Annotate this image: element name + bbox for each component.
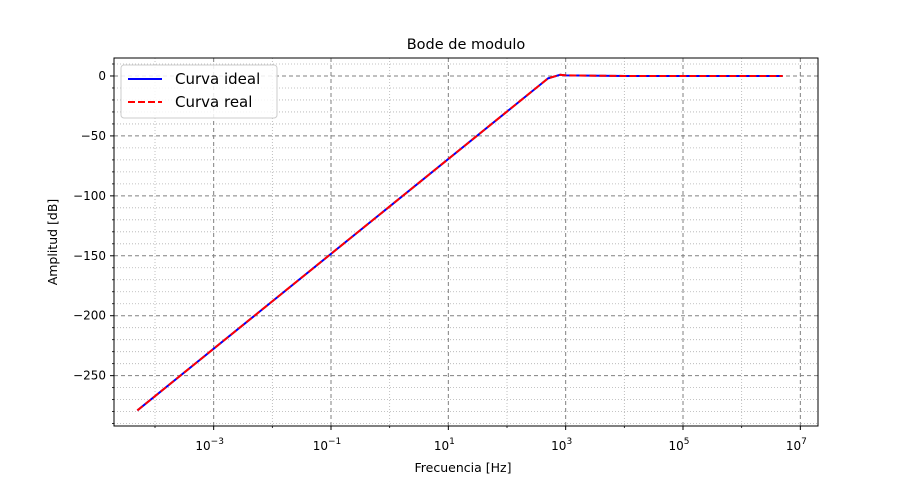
series-line-curva-real — [136, 73, 783, 412]
plot-frame — [113, 57, 819, 427]
y-tick-label: −250 — [73, 369, 106, 383]
x-tick-label: 103 — [551, 437, 572, 453]
x-axis: 10−3 10−1 101 103 105 107 — [154, 426, 807, 453]
x-axis-label: Frecuencia [Hz] — [415, 460, 512, 475]
x-tick-label: 105 — [668, 437, 689, 453]
y-tick-label: −200 — [73, 309, 106, 323]
y-axis: 0 −50 −100 −150 −200 −250 — [73, 63, 114, 425]
legend-label-curva-real: Curva real — [175, 93, 252, 111]
x-tick-label: 10−1 — [313, 437, 342, 453]
legend-label-curva-ideal: Curva ideal — [175, 70, 260, 88]
y-tick-label: −150 — [73, 249, 106, 263]
series-layer — [136, 73, 783, 412]
x-tick-label: 107 — [786, 437, 807, 453]
x-tick-label: 10−3 — [195, 437, 224, 453]
x-tick-label: 101 — [434, 437, 455, 453]
y-tick-label: −100 — [73, 189, 106, 203]
major-grid — [114, 58, 818, 426]
y-axis-label: Amplitud [dB] — [45, 199, 60, 286]
y-tick-label: 0 — [98, 69, 106, 83]
chart-title: Bode de modulo — [407, 37, 526, 53]
legend: Curva ideal Curva real — [120, 64, 278, 119]
y-tick-label: −50 — [81, 129, 106, 143]
